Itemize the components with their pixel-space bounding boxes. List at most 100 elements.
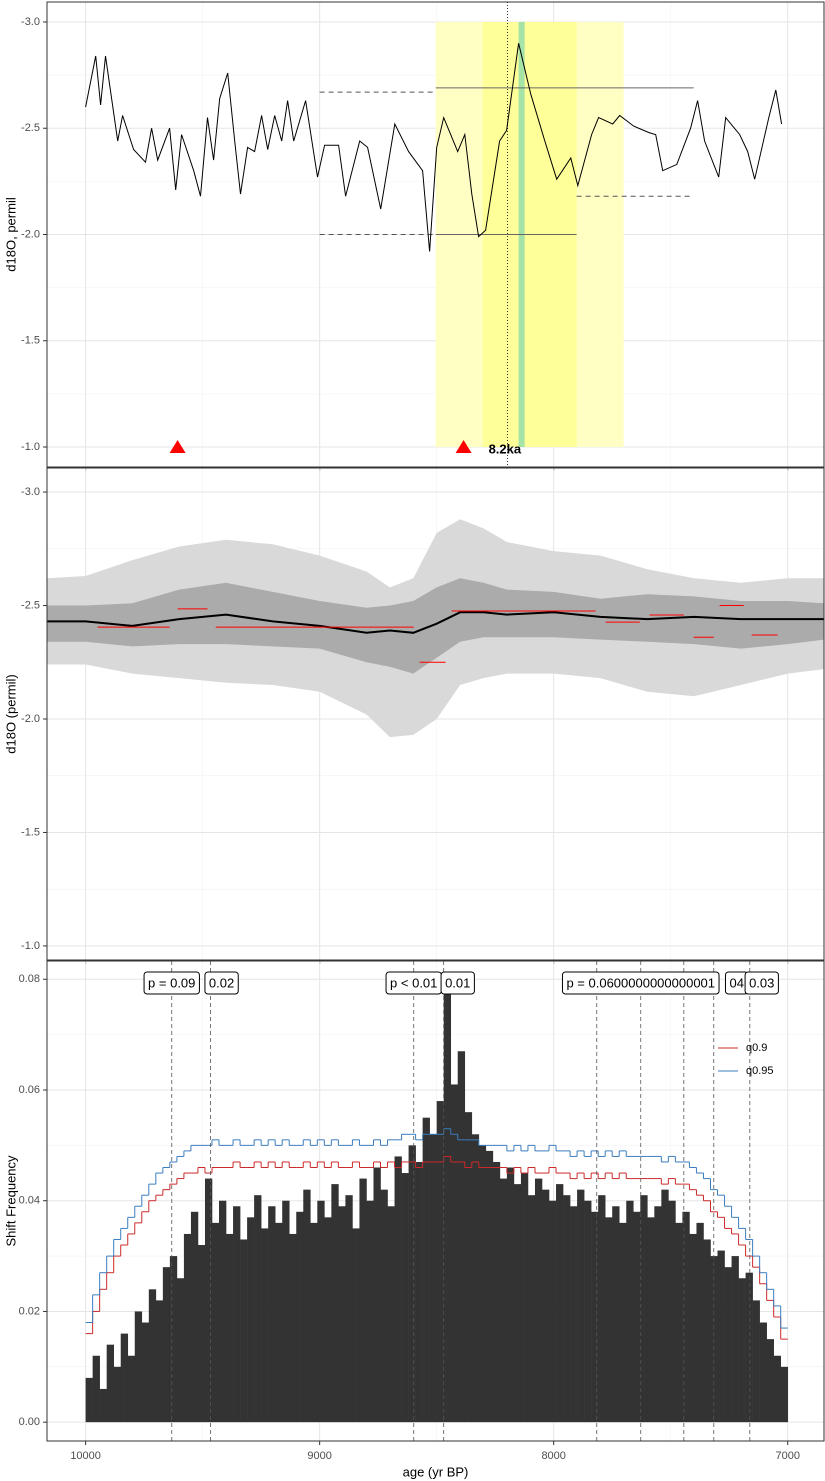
bar — [296, 1211, 304, 1423]
bar — [773, 1355, 782, 1423]
bar — [366, 1200, 374, 1423]
y-tick-label: 0.06 — [19, 1084, 40, 1096]
y-tick-label: 0.08 — [19, 973, 40, 985]
p-label-box — [204, 971, 239, 995]
p-label: 0.02 — [209, 975, 234, 990]
p-label: p = 0.09 — [148, 975, 195, 990]
bar — [99, 1388, 107, 1423]
bar — [211, 1222, 220, 1423]
bar — [724, 1267, 732, 1423]
bar — [464, 1112, 473, 1423]
bar — [219, 1200, 227, 1423]
bar — [752, 1300, 760, 1423]
bar — [520, 1173, 529, 1423]
bar — [148, 1289, 157, 1423]
bar — [169, 1256, 178, 1423]
bar — [359, 1178, 367, 1423]
bar — [176, 1278, 185, 1423]
bar — [541, 1189, 550, 1423]
bar — [647, 1217, 655, 1423]
bar — [155, 1300, 164, 1423]
y-tick-label: -1.5 — [21, 335, 40, 347]
y-tick-label: -3.0 — [21, 486, 40, 498]
bar — [506, 1167, 515, 1423]
bar — [261, 1228, 269, 1423]
y-tick-label: -3.0 — [21, 16, 40, 28]
bar — [605, 1217, 613, 1423]
bar — [289, 1233, 297, 1423]
y-tick-label: 0.02 — [19, 1305, 40, 1317]
bar — [190, 1211, 199, 1423]
bar — [134, 1311, 143, 1423]
bar — [450, 1084, 459, 1423]
bar — [689, 1233, 697, 1423]
bar — [387, 1206, 395, 1423]
bar — [240, 1239, 248, 1423]
bar — [696, 1222, 704, 1423]
bar — [577, 1189, 585, 1423]
bar — [661, 1189, 669, 1423]
panel-border — [46, 467, 825, 961]
x-tick-label: 9000 — [307, 1450, 331, 1462]
bar — [443, 979, 452, 1423]
bar — [120, 1333, 129, 1423]
bar — [731, 1256, 739, 1423]
bar — [668, 1200, 676, 1423]
bar — [106, 1344, 115, 1423]
y-tick-label: -2.5 — [21, 599, 40, 611]
y-axis-title: Shift Frequency — [3, 1155, 18, 1247]
x-tick-label: 7000 — [775, 1450, 799, 1462]
bar — [92, 1355, 100, 1423]
bar — [682, 1211, 690, 1423]
inner-band — [47, 578, 824, 674]
bar — [457, 1051, 466, 1423]
legend-label: q0.95 — [746, 1065, 774, 1077]
bar — [303, 1189, 311, 1423]
bar — [394, 1156, 402, 1423]
bar — [113, 1366, 122, 1423]
y-tick-label: -2.5 — [21, 122, 40, 134]
bar — [352, 1228, 360, 1423]
bar — [534, 1178, 543, 1423]
p-label-box — [143, 971, 200, 995]
annotation: 8.2ka — [489, 441, 522, 456]
y-axis-title: d18O (permil) — [3, 674, 18, 753]
y-tick-label: 0.00 — [19, 1416, 40, 1428]
p-label: 0.03 — [749, 975, 774, 990]
bar — [317, 1200, 325, 1423]
bar — [345, 1195, 353, 1423]
bar — [640, 1195, 648, 1423]
bar — [415, 1161, 423, 1423]
bar — [85, 1377, 93, 1423]
bar — [127, 1355, 136, 1423]
bar — [703, 1239, 711, 1423]
y-tick-label: 0.04 — [19, 1195, 40, 1207]
bar — [527, 1195, 536, 1423]
bar — [738, 1278, 746, 1423]
p-label: p < 0.01 — [390, 975, 437, 990]
bar — [338, 1206, 346, 1423]
bar — [563, 1195, 571, 1423]
bar — [408, 1145, 416, 1423]
bar — [633, 1211, 641, 1423]
bar — [499, 1178, 508, 1423]
bar — [598, 1195, 606, 1423]
bar — [331, 1184, 339, 1423]
bar — [717, 1250, 725, 1423]
bar — [204, 1178, 213, 1423]
bar — [233, 1206, 241, 1423]
bar — [401, 1173, 409, 1423]
bar — [197, 1245, 206, 1423]
bar — [380, 1189, 388, 1423]
bar — [478, 1145, 487, 1423]
bar — [310, 1222, 318, 1423]
bar — [247, 1217, 255, 1423]
bar — [619, 1222, 627, 1423]
bar — [570, 1206, 578, 1423]
median-line — [47, 611, 824, 634]
x-tick-label: 10000 — [70, 1450, 101, 1462]
bar — [766, 1339, 774, 1423]
bar — [141, 1322, 150, 1423]
p-label: 04 — [729, 975, 743, 990]
